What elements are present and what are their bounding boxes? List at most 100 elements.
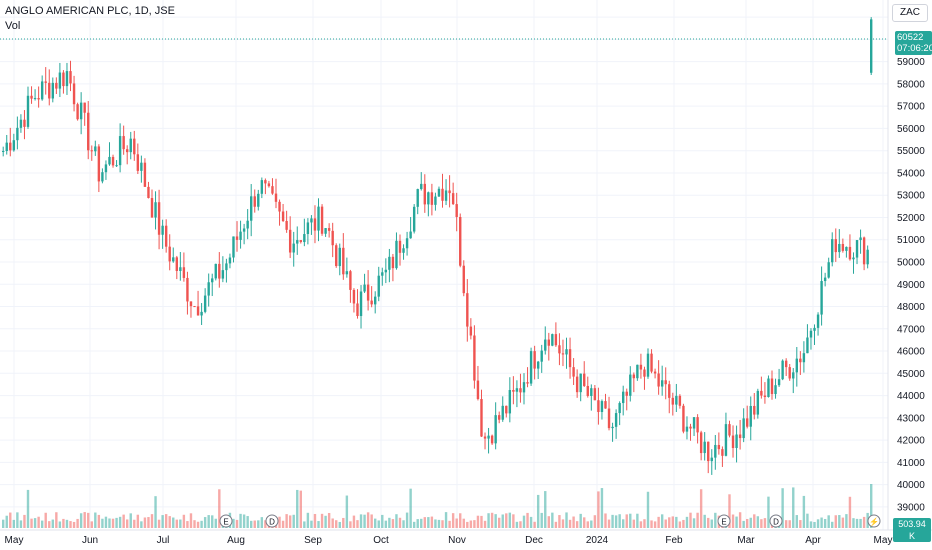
volume-bar (561, 519, 565, 528)
candle-body (469, 326, 473, 336)
volume-bar (841, 517, 845, 528)
volume-bar (51, 519, 54, 528)
candle-body (575, 376, 579, 393)
event-markers: E D E D ⚡ (219, 514, 881, 528)
candle-body (133, 138, 136, 155)
candle-body (859, 237, 862, 241)
candle-body (583, 373, 586, 386)
candle-body (643, 369, 646, 377)
candle-body (799, 358, 802, 363)
candle-body (221, 270, 225, 279)
candle-body (97, 146, 101, 182)
currency-unit-badge[interactable]: ZAC (892, 4, 928, 22)
x-tick-label: Sep (304, 535, 322, 546)
dividend-marker[interactable]: D (769, 514, 783, 528)
volume-bar (685, 516, 689, 528)
volume-bar (802, 495, 806, 528)
candle-body (526, 382, 529, 384)
volume-bar (76, 518, 79, 528)
candle-body (568, 349, 572, 368)
volume-bar (324, 515, 327, 528)
volume-bar (788, 520, 791, 528)
volume-bar (459, 513, 462, 528)
volume-bar (714, 512, 717, 528)
dividend-marker[interactable]: D (265, 514, 279, 528)
candle-body (168, 246, 171, 262)
x-tick-label: Oct (373, 535, 389, 546)
volume-bar (349, 521, 352, 528)
volume-bar (345, 495, 349, 528)
candle-body (278, 201, 281, 212)
volume-bar (58, 521, 62, 528)
volume-bar (540, 512, 543, 528)
candle-body (150, 198, 154, 218)
volume-bar (186, 521, 189, 528)
volume-bar (423, 517, 426, 528)
candle-body (770, 378, 774, 395)
candle-body (306, 222, 310, 235)
volume-bar (859, 518, 862, 528)
candle-body (359, 291, 363, 317)
candle-body (69, 71, 72, 84)
volume-bar (19, 520, 23, 528)
volume-bar (554, 521, 558, 528)
volume-bar (699, 489, 703, 528)
volume-bar (448, 520, 451, 528)
candle-body (664, 380, 667, 385)
split-flash-marker[interactable]: ⚡ (867, 514, 881, 528)
candle-body (126, 149, 129, 153)
volume-bar (579, 513, 582, 528)
candle-body (529, 351, 533, 384)
volume-bar (862, 516, 866, 528)
candle-body (239, 231, 242, 240)
candle-body (540, 350, 543, 362)
candle-body (738, 434, 742, 439)
symbol-title[interactable]: ANGLO AMERICAN PLC, 1D, JSE (5, 5, 175, 17)
volume-bar (147, 517, 150, 528)
candle-body (391, 256, 395, 269)
volume-bar (420, 518, 423, 528)
volume-bar (33, 518, 37, 528)
volume-bar (455, 518, 458, 528)
volume-bar (101, 518, 104, 528)
volume-bar (735, 516, 738, 528)
volume-legend[interactable]: Vol (5, 20, 21, 32)
volume-bar (296, 489, 299, 528)
volume-bar (306, 512, 310, 528)
candle-body (342, 247, 345, 275)
volume-bar (157, 519, 161, 528)
candle-body (381, 272, 384, 276)
volume-bar (143, 517, 147, 528)
volume-bar (175, 519, 178, 528)
candle-body (675, 395, 678, 405)
volume-bar (172, 517, 175, 528)
volume-bar (547, 516, 550, 528)
candle-body (72, 83, 76, 105)
candle-body (179, 267, 182, 271)
volume-bar (48, 521, 51, 528)
candle-body (657, 373, 660, 387)
y-tick-label: 56000 (897, 124, 925, 135)
volume-bar (462, 518, 465, 528)
volume-bar (512, 514, 515, 528)
volume-bar (636, 513, 639, 528)
volume-bar (412, 521, 416, 528)
volume-bar (203, 517, 207, 528)
volume-bar (338, 521, 341, 528)
x-tick-label: May (874, 535, 893, 546)
earnings-marker[interactable]: E (219, 514, 233, 528)
candle-body (512, 390, 515, 392)
candle-body (363, 284, 366, 292)
volume-bar (604, 513, 607, 528)
earnings-marker[interactable]: E (717, 514, 731, 528)
candle-body (172, 257, 175, 262)
y-tick-label: 44000 (897, 391, 925, 402)
volume-bar (526, 512, 529, 528)
candle-body (699, 432, 703, 454)
volume-bar (9, 512, 12, 528)
volume-bar (182, 514, 186, 528)
volume-bar (90, 521, 93, 528)
candle-body (271, 186, 274, 194)
candle-body (218, 263, 221, 279)
